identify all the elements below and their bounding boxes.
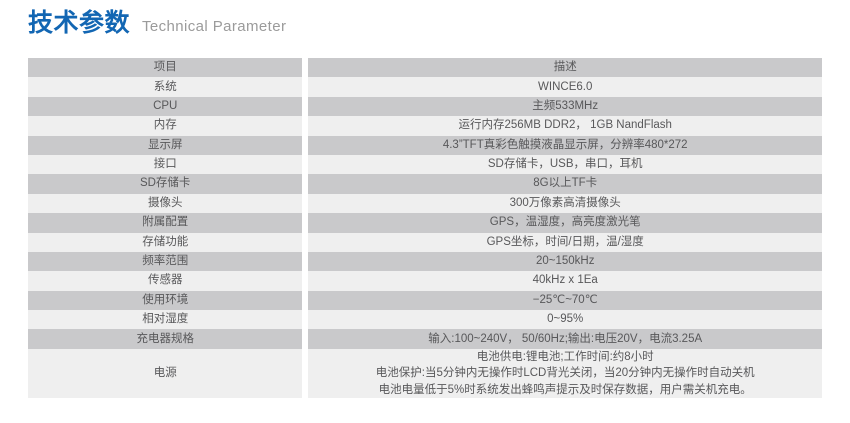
row-item-value: 20~150kHz (308, 251, 822, 272)
table-row: SD存储卡 8G以上TF卡 (28, 174, 822, 194)
table-row: 摄像头 300万像素高清摄像头 (28, 193, 822, 214)
row-item-label: 相对湿度 (28, 310, 309, 330)
row-item-label: 系统 (28, 77, 309, 97)
power-line-3: 电池电量低于5%时系统发出蜂鸣声提示及时保存数据，用户需关机充电。 (378, 383, 752, 396)
row-item-label: 传感器 (28, 271, 309, 291)
table-row: 系统 WINCE6.0 (28, 77, 822, 97)
row-item-label: 频率范围 (28, 251, 309, 272)
power-line-1: 电池供电:锂电池;工作时间:约8小时 (476, 350, 654, 363)
table-row: 传感器 40kHz x 1Ea (28, 271, 822, 291)
row-item-label: 存储功能 (28, 232, 309, 252)
row-item-value: 0~95% (308, 310, 822, 330)
row-item-value: WINCE6.0 (308, 77, 822, 97)
row-item-label: 使用环境 (28, 290, 309, 311)
technical-parameter-table: 项目 描述 系统 WINCE6.0 CPU 主频533MHz 内存 运行内存25… (28, 58, 822, 398)
page-title-english: Technical Parameter (142, 18, 287, 35)
table-row: 显示屏 4.3”TFT真彩色触摸液晶显示屏，分辨率480*272 (28, 135, 822, 155)
row-item-value: GPS坐标，时间/日期，温/湿度 (308, 232, 822, 252)
row-item-value: −25℃~70℃ (308, 290, 822, 311)
row-item-value: 电池供电:锂电池;工作时间:约8小时 电池保护:当5分钟内无操作时LCD背光关闭… (308, 348, 822, 398)
row-item-label: 内存 (28, 116, 309, 136)
table-row: 内存 运行内存256MB DDR2， 1GB NandFlash (28, 116, 822, 136)
row-item-label: 充电器规格 (28, 329, 309, 349)
row-item-label: 电源 (28, 348, 309, 398)
row-item-label: 接口 (28, 154, 309, 175)
row-item-value: 4.3”TFT真彩色触摸液晶显示屏，分辨率480*272 (308, 135, 822, 155)
table-row: 使用环境 −25℃~70℃ (28, 290, 822, 311)
row-item-value: 40kHz x 1Ea (308, 271, 822, 291)
row-item-value: 主频533MHz (308, 96, 822, 117)
column-header-item: 项目 (28, 58, 309, 78)
row-item-value: SD存储卡，USB，串口，耳机 (308, 154, 822, 175)
row-item-label: 摄像头 (28, 193, 309, 214)
row-item-label: CPU (28, 96, 309, 117)
row-item-value: 8G以上TF卡 (308, 174, 822, 194)
table-row: 充电器规格 输入:100~240V， 50/60Hz;输出:电压20V，电流3.… (28, 329, 822, 349)
table-row: 相对湿度 0~95% (28, 310, 822, 330)
row-item-value: 300万像素高清摄像头 (308, 193, 822, 214)
table-row: 附属配置 GPS，温湿度，高亮度激光笔 (28, 213, 822, 233)
column-header-description: 描述 (308, 58, 822, 78)
page-title: 技术参数 Technical Parameter (28, 11, 286, 36)
row-item-value: 运行内存256MB DDR2， 1GB NandFlash (308, 116, 822, 136)
table-body: 项目 描述 系统 WINCE6.0 CPU 主频533MHz 内存 运行内存25… (28, 58, 822, 398)
table-row: CPU 主频533MHz (28, 96, 822, 117)
row-item-label: 附属配置 (28, 213, 309, 233)
table-row-power: 电源 电池供电:锂电池;工作时间:约8小时 电池保护:当5分钟内无操作时LCD背… (28, 348, 822, 398)
table-header-row: 项目 描述 (28, 58, 822, 78)
power-line-2: 电池保护:当5分钟内无操作时LCD背光关闭，当20分钟内无操作时自动关机 (375, 367, 755, 380)
row-item-value: 输入:100~240V， 50/60Hz;输出:电压20V，电流3.25A (308, 329, 822, 349)
row-item-value: GPS，温湿度，高亮度激光笔 (308, 213, 822, 233)
table-row: 接口 SD存储卡，USB，串口，耳机 (28, 154, 822, 175)
row-item-label: SD存储卡 (28, 174, 309, 194)
row-item-label: 显示屏 (28, 135, 309, 155)
table-row: 频率范围 20~150kHz (28, 251, 822, 272)
table-row: 存储功能 GPS坐标，时间/日期，温/湿度 (28, 232, 822, 252)
page-title-chinese: 技术参数 (28, 9, 131, 37)
